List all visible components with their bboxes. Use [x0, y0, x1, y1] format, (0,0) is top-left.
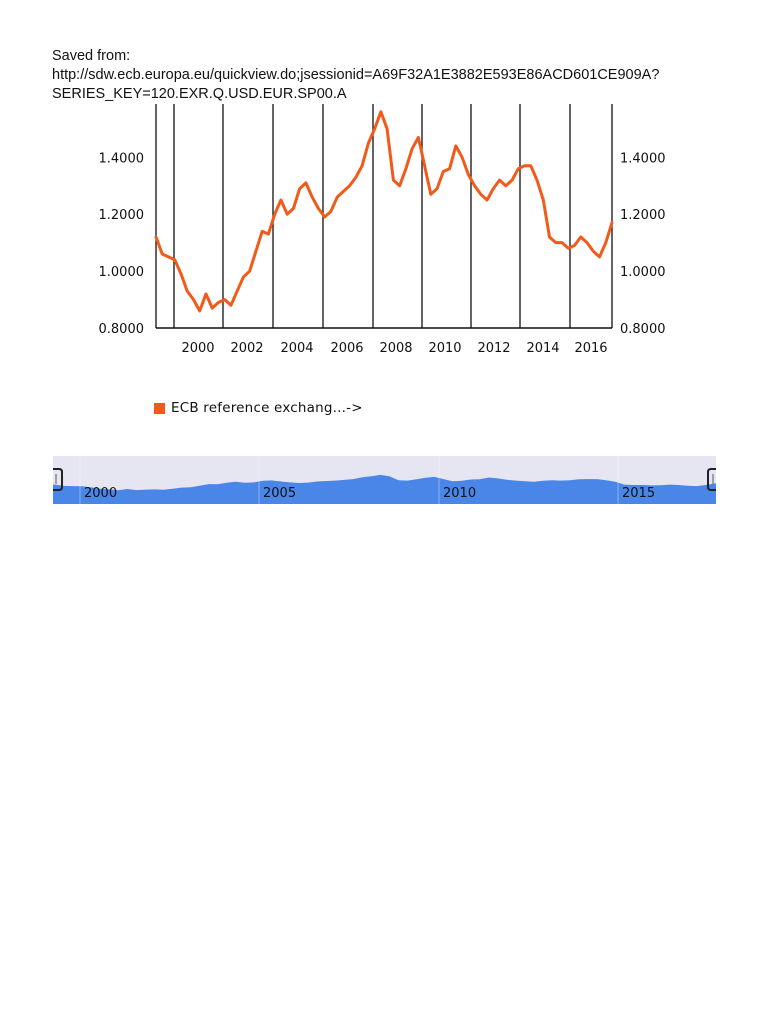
x-tick-label: 2014	[526, 341, 559, 356]
x-tick-label: 2012	[477, 341, 510, 356]
y-tick-label: 1.0000	[99, 265, 145, 280]
navigator-year-labels: 2000 2005 2010 2015	[84, 486, 655, 501]
y-tick-label: 1.2000	[99, 208, 145, 223]
line-chart: 0.8000 1.0000 1.2000 1.4000 0.8000 1.0000 1.2…	[99, 104, 666, 356]
navigator-dividers	[79, 456, 619, 504]
navigator-year-label: 2000	[84, 486, 117, 501]
x-tick-label: 2016	[574, 341, 607, 356]
y-tick-label-right: 1.0000	[620, 265, 666, 280]
y-tick-label-right: 0.8000	[620, 322, 666, 337]
x-tick-label: 2004	[280, 341, 313, 356]
saved-from-header: Saved from: http://sdw.ecb.europa.eu/qui…	[52, 47, 752, 104]
x-tick-label: 2010	[428, 341, 461, 356]
y-tick-label-right: 1.2000	[620, 208, 666, 223]
y-tick-label: 0.8000	[99, 322, 145, 337]
navigator-right-handle[interactable]	[707, 468, 716, 491]
range-navigator[interactable]: 2000 2005 2010 2015	[53, 456, 716, 504]
vertical-gridlines	[155, 104, 613, 328]
legend-swatch-icon	[154, 402, 165, 414]
y-tick-label: 1.4000	[99, 151, 145, 166]
x-axis-labels: 2000 2002 2004 2006 2008 2010 2012 2014 2016	[181, 341, 607, 356]
navigator-year-label: 2010	[443, 486, 476, 501]
navigator-area	[53, 474, 716, 504]
x-tick-label: 2000	[181, 341, 214, 356]
x-tick-label: 2002	[230, 341, 263, 356]
exchange-rate-line	[154, 110, 614, 313]
legend-label: ECB reference exchang...->	[171, 400, 363, 416]
navigator-year-label: 2005	[263, 486, 296, 501]
series-key: SERIES_KEY=120.EXR.Q.USD.EUR.SP00.A	[52, 86, 347, 102]
chart-legend[interactable]: ECB reference exchang...->	[154, 400, 363, 416]
x-tick-label: 2006	[330, 341, 363, 356]
navigator-year-label: 2015	[622, 486, 655, 501]
x-tick-label: 2008	[379, 341, 412, 356]
y-tick-label-right: 1.4000	[620, 151, 666, 166]
source-url[interactable]: http://sdw.ecb.europa.eu/quickview.do;js…	[52, 67, 660, 83]
saved-from-label: Saved from:	[52, 48, 131, 64]
y-axis-left-labels: 0.8000 1.0000 1.2000 1.4000	[99, 151, 145, 337]
navigator-left-handle[interactable]	[53, 468, 63, 491]
y-axis-right-labels: 0.8000 1.0000 1.2000 1.4000	[620, 151, 666, 337]
